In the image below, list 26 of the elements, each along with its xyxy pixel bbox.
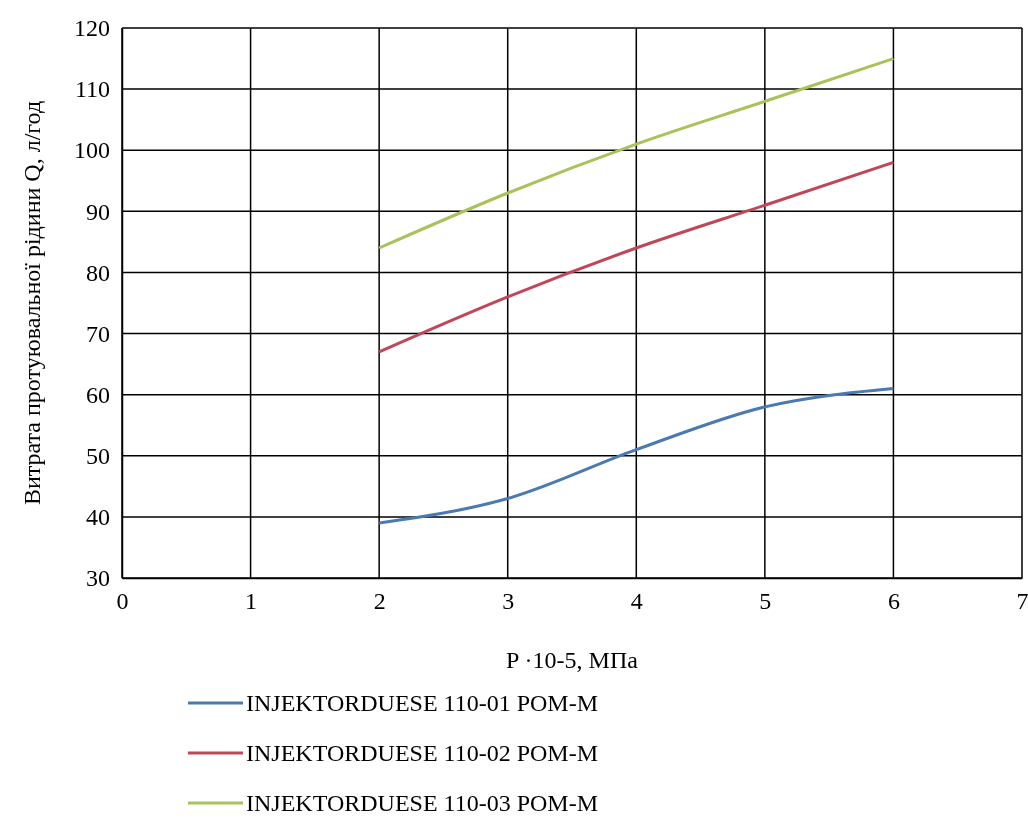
x-axis-title: P ·10-5, МПа bbox=[506, 647, 639, 673]
y-tick-label: 100 bbox=[74, 137, 110, 164]
x-tick-label: 4 bbox=[630, 588, 643, 615]
legend-label: INJEKTORDUESE 110-02 POM-M bbox=[246, 740, 599, 766]
line-series bbox=[377, 57, 895, 250]
x-tick-label: 0 bbox=[116, 588, 129, 615]
x-tick-label: 5 bbox=[759, 588, 772, 615]
line-series bbox=[377, 387, 895, 525]
x-tick-label: 3 bbox=[502, 588, 515, 615]
x-tick-label: 6 bbox=[887, 588, 900, 615]
y-tick-label: 70 bbox=[86, 320, 110, 347]
y-tick-label: 110 bbox=[74, 76, 110, 103]
y-tick-label: 60 bbox=[86, 381, 110, 408]
y-tick-label: 40 bbox=[86, 504, 110, 531]
y-tick-label: 90 bbox=[86, 198, 110, 225]
x-tick-label: 7 bbox=[1016, 588, 1028, 615]
y-axis-title: Витрата протуювальної рідини Q, л/год bbox=[19, 100, 45, 506]
y-tick-label: 50 bbox=[86, 442, 110, 469]
y-tick-label: 120 bbox=[74, 15, 110, 42]
legend-label: INJEKTORDUESE 110-03 POM-M bbox=[246, 790, 599, 816]
y-tick-label: 30 bbox=[86, 565, 110, 592]
x-tick-label: 2 bbox=[373, 588, 386, 615]
line-series bbox=[377, 160, 895, 354]
legend-label: INJEKTORDUESE 110-01 POM-M bbox=[246, 690, 599, 716]
y-tick-label: 80 bbox=[86, 259, 110, 286]
x-tick-label: 1 bbox=[245, 588, 258, 615]
